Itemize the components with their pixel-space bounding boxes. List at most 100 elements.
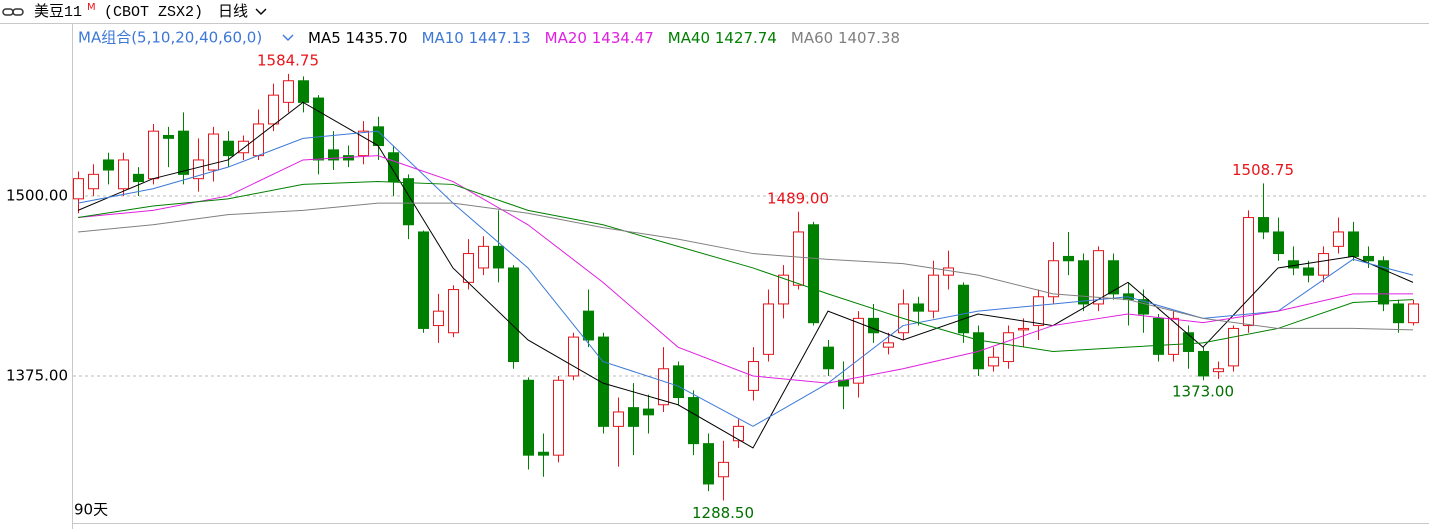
candle-body [1138,299,1149,315]
candle-body [118,159,129,190]
candle-body [1228,327,1239,367]
candle-body [583,310,594,341]
candle-body [808,224,819,324]
candle-body [628,407,639,427]
candle-body [508,267,519,363]
candle-body [433,310,444,327]
candle-body [148,130,159,180]
ma-legend-value: 1447.13 [469,29,531,47]
symbol-name: 美豆11 [34,3,82,21]
candle-body [178,130,189,175]
ma-legend-name: MA5 [308,29,341,47]
candle-body [463,253,474,283]
candle-body [853,317,864,384]
ma-legend: MA60 1407.38 [791,29,900,47]
candle-body [1078,260,1089,305]
candle-body [1243,217,1254,327]
candle-body [403,178,414,226]
ma-legend-value: 1434.47 [592,29,654,47]
candle-body [1048,260,1059,298]
candle-body [1033,296,1044,327]
ma-legend-name: MA40 [668,29,710,47]
ma-line [77,101,1414,449]
candle-body [373,126,384,147]
candle-body [88,173,99,190]
candle-body [223,140,234,157]
candle-body [1288,260,1299,269]
symbol-code: (CBOT ZSX2) [104,4,203,21]
candle-body [1093,250,1104,305]
period-button[interactable]: 日线 [218,3,248,21]
candle-body [493,245,504,269]
candle-body [613,411,624,427]
candle-body [688,397,699,445]
candle-body [1168,317,1179,355]
candle-body [1213,368,1224,373]
extreme-label: 1489.00 [767,189,829,207]
candle-body [988,356,999,367]
candle-body [1108,260,1119,295]
candle-body [778,274,789,305]
extreme-label: 1373.00 [1172,382,1234,400]
candle-body [1018,327,1029,331]
candle-body [1273,231,1284,255]
ma-combo-button[interactable]: MA组合(5,10,20,40,60,0) [78,29,262,47]
symbol-superscript: M [87,2,96,13]
period-chevron[interactable] [255,8,267,15]
candle-body [1153,317,1164,355]
candle-body [703,443,714,485]
candle-body [1363,255,1374,262]
candle-body [1003,332,1014,363]
candle-body [388,152,399,183]
candle-body [1393,303,1404,324]
candle-body [73,178,84,200]
candle-body [733,425,744,442]
candle-body [1318,253,1329,276]
candle-body [103,159,114,171]
ma-chevron[interactable] [282,34,294,41]
candle-body [208,133,219,171]
ma-legend: MA5 1435.70 [308,29,408,47]
candle-body [763,303,774,355]
candle-body [1303,267,1314,276]
candle-body [1348,231,1359,257]
candle-body [478,245,489,269]
candle-body [1258,217,1269,233]
candle-body [553,379,564,456]
ma-legend-value: 1407.38 [838,29,900,47]
ma-legend-value: 1435.70 [346,29,408,47]
ma-line [77,202,1414,331]
candle-body [868,317,879,334]
candle-body [283,80,294,103]
ma-line [77,181,1414,352]
candle-body [658,368,669,406]
candle-body [358,130,369,157]
candle-body [928,274,939,312]
ma-legend-value: 1427.74 [715,29,777,47]
candle-body [313,97,324,161]
candle-body [1198,350,1209,377]
ma-legend-name: MA10 [422,29,464,47]
link-icon [2,8,24,16]
extreme-label: 1508.75 [1232,161,1294,179]
candle-body [193,159,204,180]
candle-body [238,140,249,154]
candle-body [1408,303,1419,324]
candle-body [1378,260,1389,305]
candle-body [793,231,804,286]
candle-body [973,332,984,370]
ma-legend-name: MA60 [791,29,833,47]
ma-line [77,155,1413,384]
candle-body [448,289,459,334]
candle-body [538,451,549,456]
ma-legend: MA10 1447.13 [422,29,531,47]
candle-body [268,94,279,125]
candle-body [913,303,924,312]
candle-body [1183,332,1194,352]
extreme-label: 1584.75 [257,51,319,69]
candle-body [958,284,969,334]
extreme-label: 1288.50 [692,504,754,522]
ma-legend-name: MA20 [545,29,587,47]
candle-body [163,134,174,139]
